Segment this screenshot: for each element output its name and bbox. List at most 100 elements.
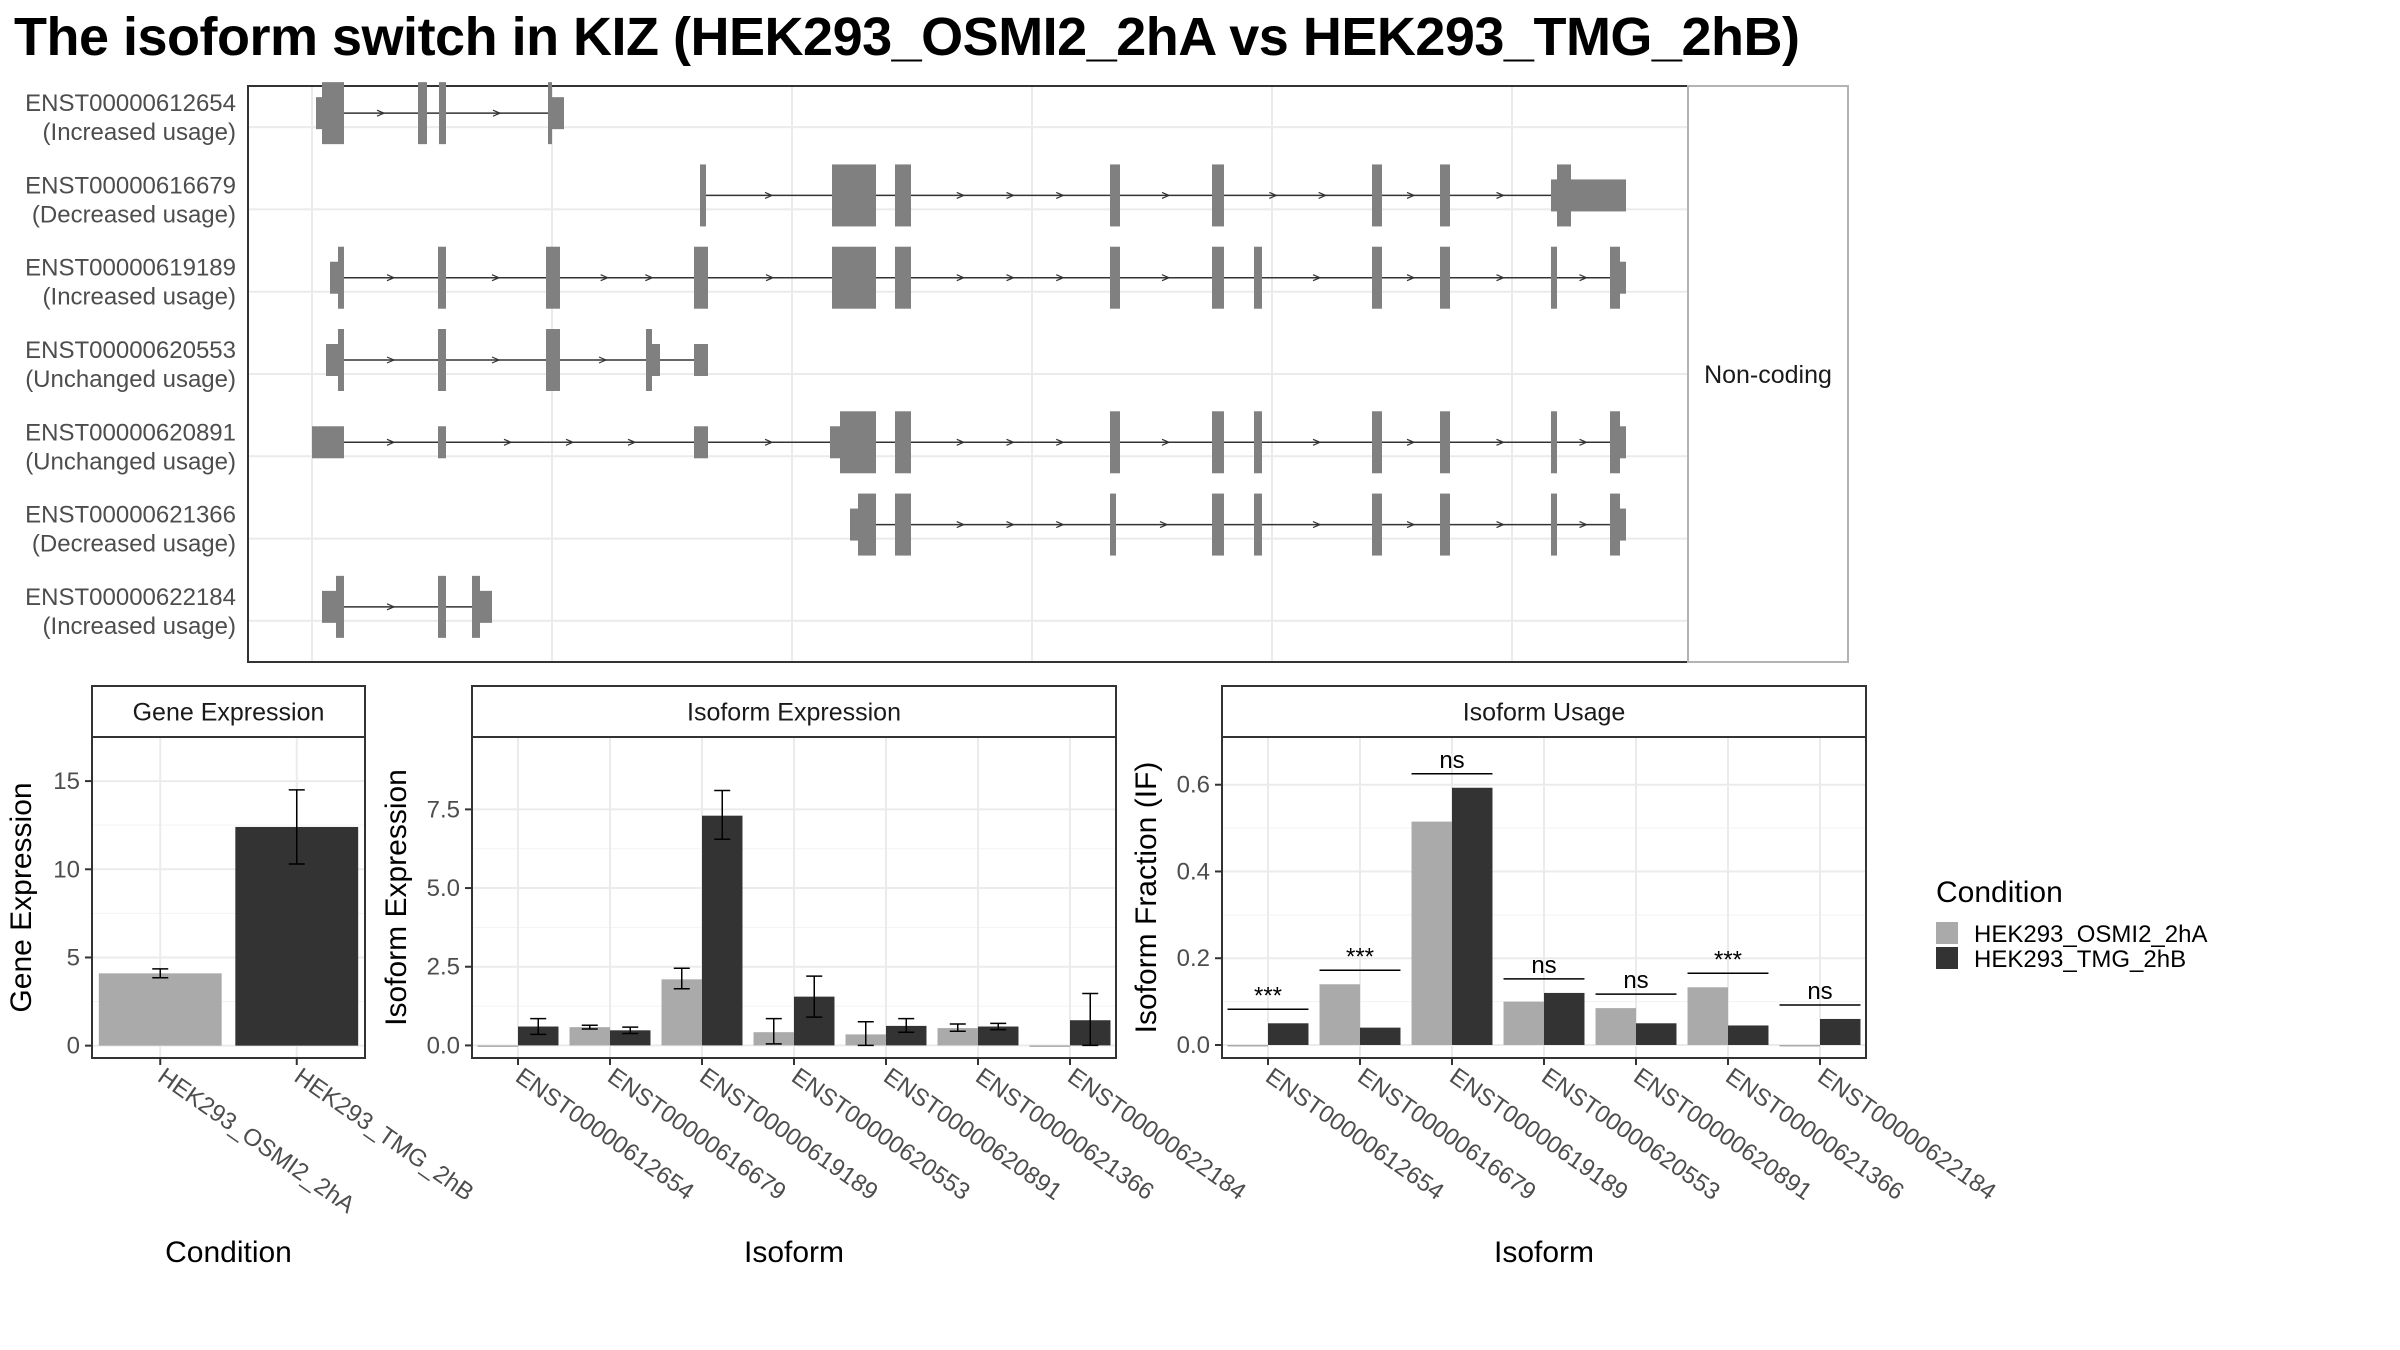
y-tick-label: 0.0 <box>427 1032 460 1059</box>
bar <box>610 1030 651 1046</box>
exon-block <box>546 246 560 309</box>
significance-label: ns <box>1807 978 1832 1005</box>
intron-arrow <box>956 521 966 529</box>
intron-arrow <box>1161 191 1171 199</box>
exon-block <box>694 426 708 459</box>
bar <box>1268 1023 1309 1045</box>
intron-arrow <box>1579 521 1589 529</box>
exon-block <box>694 344 708 376</box>
y-tick-label: 0.0 <box>1177 1032 1210 1059</box>
bar <box>1595 1008 1636 1045</box>
intron-arrow <box>1006 274 1016 282</box>
bar <box>1227 1044 1268 1047</box>
exon-block <box>1620 426 1626 459</box>
bar <box>1820 1018 1861 1045</box>
exon-block <box>694 246 708 309</box>
exon-block <box>439 82 446 145</box>
exon-block <box>1110 411 1120 474</box>
intron-arrow <box>1312 438 1322 446</box>
bar <box>1728 1025 1769 1045</box>
exon-block <box>832 246 876 309</box>
exon-block <box>338 329 344 391</box>
facet-strip-label: Non-coding <box>1704 361 1832 389</box>
intron-arrow <box>627 438 637 446</box>
panel-strip <box>91 685 366 738</box>
transcript-id-label: ENST00000621366 <box>25 502 236 529</box>
significance-label: ns <box>1531 952 1556 979</box>
bar <box>886 1025 927 1046</box>
exon-block <box>438 329 446 391</box>
exon-block <box>316 97 322 130</box>
y-tick-label: 2.5 <box>427 954 460 981</box>
y-tick-label: 10 <box>53 856 80 883</box>
transcript-id-label: ENST00000619189 <box>25 255 236 282</box>
bar <box>477 1045 518 1047</box>
exon-block <box>700 164 706 227</box>
intron-arrow <box>1056 521 1065 529</box>
intron-arrow <box>1406 438 1416 446</box>
intron-arrow <box>1579 438 1589 446</box>
exon-block <box>858 493 876 556</box>
intron-arrow <box>1496 191 1506 199</box>
main-title: The isoform switch in KIZ (HEK293_OSMI2_… <box>14 7 1800 67</box>
exon-block <box>1610 411 1620 474</box>
exon-block <box>322 590 336 623</box>
exon-block <box>546 329 560 391</box>
y-tick-label: 5.0 <box>427 875 460 902</box>
legend-entry-label: HEK293_OSMI2_2hA <box>1974 921 2207 948</box>
intron-arrow <box>1496 521 1506 529</box>
y-tick-label: 0 <box>67 1033 80 1060</box>
bar <box>1411 821 1452 1045</box>
bar <box>937 1028 978 1046</box>
legend-swatch <box>1936 922 1958 944</box>
exon-block <box>548 82 552 145</box>
transcript-id-label: ENST00000620891 <box>25 419 236 446</box>
intron-arrow <box>386 274 396 282</box>
intron-arrow <box>1056 438 1065 446</box>
exon-block <box>1551 246 1557 309</box>
bar <box>1687 987 1728 1045</box>
bar <box>1452 787 1493 1045</box>
intron-arrow <box>1159 521 1169 529</box>
exon-block <box>1551 411 1557 474</box>
intron-arrow <box>491 274 501 282</box>
intron-arrow <box>956 438 966 446</box>
exon-block <box>472 575 480 638</box>
intron-arrow <box>1406 191 1416 199</box>
bar <box>569 1027 610 1046</box>
intron-arrow <box>1406 521 1416 529</box>
exon-block <box>1610 246 1620 309</box>
panel-strip <box>1221 685 1867 738</box>
intron-arrow <box>1496 438 1506 446</box>
intron-arrow <box>600 274 610 282</box>
intron-arrow <box>1161 438 1171 446</box>
transcript-usage-label: (Decreased usage) <box>32 531 236 558</box>
exon-block <box>1571 179 1626 212</box>
exon-block <box>322 82 344 145</box>
panel-strip-title: Isoform Usage <box>1463 699 1626 727</box>
y-tick-label: 15 <box>53 768 80 795</box>
intron-arrow <box>565 438 575 446</box>
bar-panel-2: Isoform Usage *** *** ns ns ns *** ns 0.0 0.2 0.4 0… <box>1130 685 2001 1269</box>
exon-block <box>850 508 858 541</box>
bar <box>1503 1001 1544 1045</box>
transcript-usage-label: (Decreased usage) <box>32 201 236 228</box>
panel-strip-title: Isoform Expression <box>687 699 901 727</box>
exon-block <box>1212 164 1224 227</box>
transcript-usage-label: (Unchanged usage) <box>25 366 236 393</box>
significance-label: ns <box>1439 747 1464 774</box>
legend-swatch <box>1936 947 1958 969</box>
intron-arrow <box>598 356 608 364</box>
transcript-usage-label: (Increased usage) <box>43 119 236 146</box>
intron-arrow <box>376 109 386 117</box>
exon-block <box>1254 411 1262 474</box>
significance-label: *** <box>1346 943 1374 970</box>
x-axis-title: Isoform <box>1494 1236 1594 1269</box>
legend-entry-label: HEK293_TMG_2hB <box>1974 946 2186 973</box>
transcript-usage-label: (Increased usage) <box>43 284 236 311</box>
panel-strip-title: Gene Expression <box>133 699 325 727</box>
y-tick-label: 0.4 <box>1177 858 1210 885</box>
